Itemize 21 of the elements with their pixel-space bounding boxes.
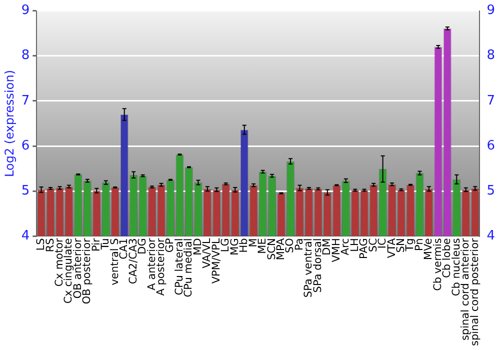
y2-tick-label: 7 [486,93,496,108]
y2-tick-label: 4 [486,228,496,244]
y2-tick-label: 6 [486,138,496,154]
x-tick-label: spinal cord posterior [468,237,481,346]
y-tick-label: 9 [21,3,30,18]
x-tick-label: DG [136,238,149,254]
x-tick-label: Cb lobe [441,238,454,278]
y-tick-label: 6 [21,138,30,154]
x-tick-label: MVe [422,238,435,260]
y-axis-title: Log2 (expression) [2,70,16,177]
y-tick-label: 5 [21,183,30,198]
y2-tick-label: 5 [486,183,496,198]
y-tick-label: 8 [21,48,30,64]
y2-tick-label: 8 [486,48,496,64]
y-tick-label: 4 [21,228,30,244]
y-tick-label: 7 [21,93,30,108]
x-tick-label: RS [44,238,56,252]
y2-tick-label: 9 [486,3,496,18]
x-tick-label: OB posterior [81,237,94,304]
x-tick-label: Tg [404,238,416,252]
x-tick-label: Pa [293,238,306,250]
